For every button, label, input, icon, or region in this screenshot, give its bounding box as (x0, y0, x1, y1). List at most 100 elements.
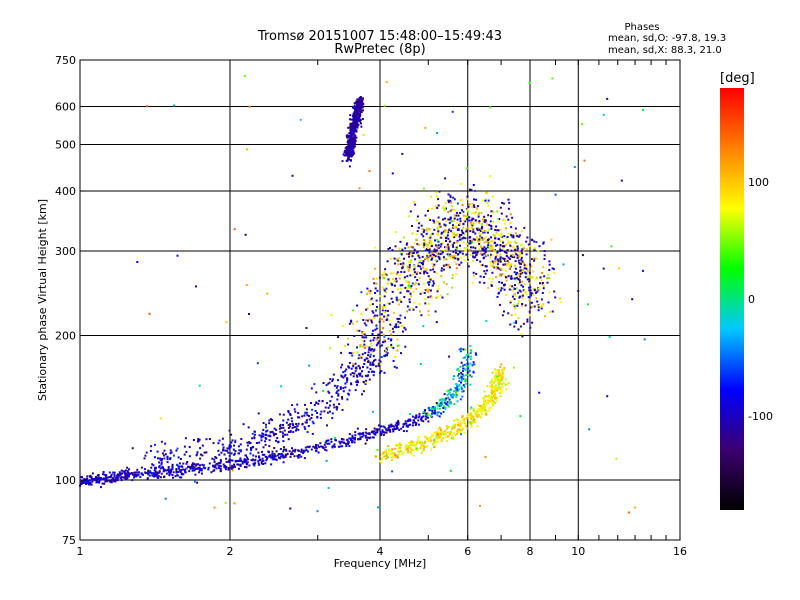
data-point (304, 446, 307, 449)
data-point (359, 102, 361, 105)
data-point (367, 359, 370, 362)
data-point (153, 475, 156, 478)
data-point (364, 352, 367, 354)
data-point (385, 291, 387, 293)
data-point (86, 482, 89, 485)
data-point (211, 457, 214, 460)
data-point (455, 221, 458, 224)
data-point (386, 260, 389, 263)
data-point (348, 361, 351, 364)
data-point (95, 481, 98, 484)
data-point (350, 382, 352, 385)
data-point (435, 195, 438, 198)
data-point (452, 378, 455, 381)
data-point (444, 177, 447, 180)
data-point (119, 476, 122, 479)
data-point (382, 431, 385, 434)
data-point (123, 472, 126, 475)
data-point (318, 446, 321, 449)
data-point (163, 449, 166, 452)
data-point (429, 236, 432, 239)
data-point (242, 423, 245, 426)
data-point (615, 457, 618, 460)
data-point (412, 290, 415, 293)
data-point (360, 98, 363, 101)
data-point (385, 273, 388, 276)
data-point (387, 445, 390, 448)
data-point (197, 438, 200, 440)
data-point (315, 450, 318, 453)
data-point (526, 236, 529, 239)
data-point (507, 207, 510, 210)
data-point (423, 272, 426, 275)
data-point (474, 211, 477, 214)
data-point (436, 238, 438, 241)
data-point (349, 127, 352, 130)
data-point (432, 250, 435, 253)
data-point (125, 472, 128, 475)
data-point (224, 466, 227, 469)
data-point (481, 264, 484, 267)
data-point (403, 236, 405, 239)
data-point (458, 348, 461, 351)
data-point (405, 280, 408, 283)
data-point (290, 451, 293, 454)
data-point (443, 229, 446, 232)
data-point (415, 306, 418, 309)
data-point (236, 460, 239, 462)
data-point (171, 463, 174, 466)
data-point (480, 226, 483, 229)
data-point (287, 410, 290, 412)
data-point (451, 434, 454, 437)
data-point (420, 224, 423, 227)
data-point (410, 259, 412, 262)
data-point (365, 379, 368, 382)
data-point (456, 239, 459, 242)
data-point (397, 450, 400, 453)
data-point (461, 429, 464, 432)
data-point (461, 390, 464, 393)
data-point (506, 236, 509, 238)
data-point (370, 297, 373, 300)
data-point (345, 152, 348, 155)
data-point (281, 431, 284, 434)
data-point (362, 431, 365, 434)
data-point (403, 257, 405, 260)
data-point (520, 243, 523, 246)
data-point (514, 313, 517, 316)
data-point (507, 240, 510, 243)
data-point (453, 419, 456, 422)
data-point (395, 258, 398, 261)
data-point (287, 427, 290, 429)
data-point (521, 296, 524, 299)
data-point (308, 364, 311, 367)
data-point (156, 473, 159, 476)
data-point (464, 215, 467, 218)
data-point (80, 480, 83, 482)
data-point (455, 225, 458, 228)
data-point (371, 370, 374, 373)
data-point (351, 354, 354, 357)
data-point (460, 433, 462, 436)
y-tick-label: 500 (55, 139, 76, 152)
data-point (458, 373, 461, 375)
data-point (376, 305, 378, 308)
data-point (443, 207, 446, 210)
data-point (371, 410, 374, 413)
data-point (365, 428, 368, 431)
data-point (394, 454, 397, 457)
data-point (408, 283, 410, 286)
data-point (412, 421, 415, 424)
data-point (485, 247, 488, 250)
data-point (276, 437, 279, 439)
data-point (404, 247, 407, 250)
data-point (303, 450, 306, 453)
data-point (485, 230, 488, 233)
data-point (429, 415, 432, 417)
data-point (362, 134, 365, 136)
data-point (297, 422, 300, 425)
data-point (380, 434, 383, 436)
data-point (529, 286, 532, 289)
data-point (490, 236, 492, 239)
data-point (448, 266, 451, 269)
